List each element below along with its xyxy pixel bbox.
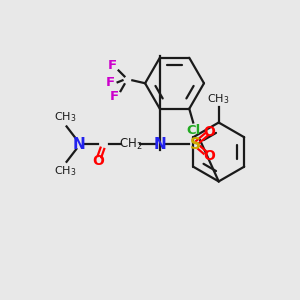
Text: F: F: [110, 89, 119, 103]
Text: O: O: [92, 154, 104, 168]
Text: CH$_3$: CH$_3$: [208, 92, 230, 106]
Text: CH$_2$: CH$_2$: [118, 136, 142, 152]
Text: F: F: [106, 76, 115, 89]
Text: O: O: [203, 149, 215, 163]
Text: F: F: [108, 59, 117, 72]
Text: S: S: [190, 136, 201, 152]
Text: N: N: [73, 136, 86, 152]
Text: N: N: [153, 136, 166, 152]
Text: CH$_3$: CH$_3$: [54, 164, 77, 178]
Text: O: O: [203, 125, 215, 139]
Text: Cl: Cl: [186, 124, 200, 137]
Text: CH$_3$: CH$_3$: [54, 111, 77, 124]
